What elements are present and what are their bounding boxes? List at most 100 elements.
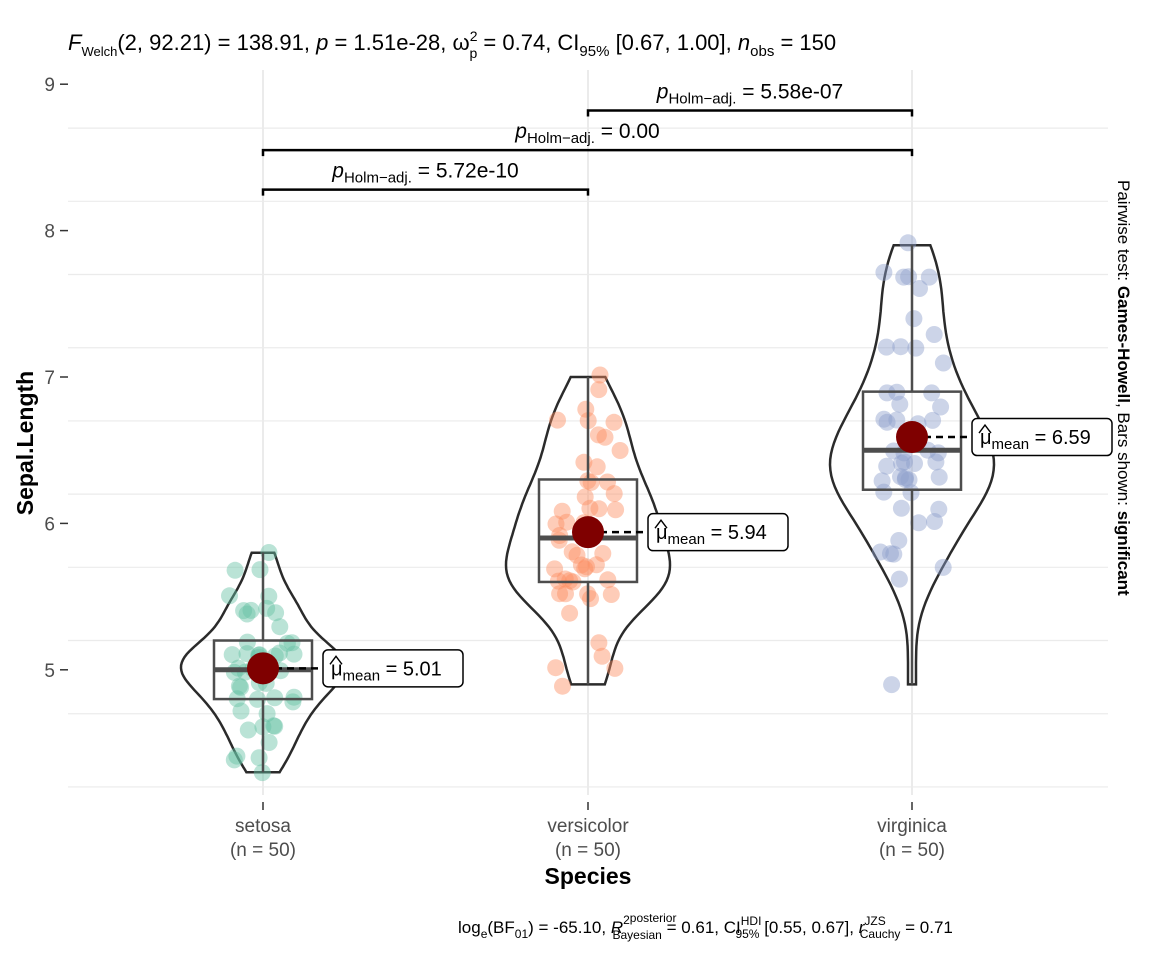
- data-point-versicolor: [553, 502, 571, 520]
- mean-label-box: [322, 649, 464, 688]
- data-point-setosa: [232, 678, 250, 696]
- data-point-versicolor: [594, 545, 612, 562]
- data-point-virginica: [892, 468, 909, 486]
- data-point-versicolor: [576, 560, 594, 578]
- data-point-versicolor: [596, 428, 614, 446]
- data-point-versicolor: [557, 585, 574, 603]
- x-axis-title: Species: [545, 863, 632, 889]
- data-point-versicolor: [599, 571, 617, 589]
- bracket-label: pHolm−adj. = 5.58e-07: [656, 81, 843, 108]
- data-point-versicolor: [568, 546, 586, 564]
- data-point-virginica: [932, 398, 950, 416]
- data-point-setosa: [221, 587, 238, 605]
- data-point-virginica: [910, 514, 928, 532]
- data-point-setosa: [265, 717, 283, 735]
- violin-setosa: [179, 551, 347, 774]
- data-point-virginica: [875, 410, 893, 428]
- data-point-virginica: [891, 395, 909, 413]
- y-tick-label: 6: [44, 514, 55, 535]
- data-point-versicolor: [588, 458, 606, 476]
- data-point-virginica: [885, 545, 903, 563]
- violin-versicolor: [504, 375, 672, 686]
- chart-title: FWelch(2, 92.21) = 138.91, p = 1.51e-28,…: [68, 28, 836, 61]
- data-point-versicolor: [546, 560, 564, 578]
- x-tick-label: versicolor: [547, 816, 629, 837]
- data-point-versicolor: [577, 400, 595, 418]
- data-point-versicolor: [572, 556, 590, 574]
- data-point-setosa: [223, 646, 241, 664]
- data-point-setosa: [260, 734, 278, 751]
- data-point-versicolor: [582, 473, 600, 491]
- omega-symbol: ω: [453, 30, 470, 55]
- data-point-versicolor: [582, 590, 599, 608]
- data-point-setosa: [260, 587, 278, 605]
- data-point-virginica: [875, 263, 893, 281]
- data-point-virginica: [888, 411, 906, 429]
- data-point-virginica: [929, 444, 947, 462]
- data-point-setosa: [239, 721, 257, 739]
- data-point-virginica: [926, 513, 943, 530]
- data-point-setosa: [230, 677, 248, 695]
- data-point-versicolor: [587, 556, 605, 574]
- data-point-versicolor: [590, 500, 608, 518]
- data-point-versicolor: [591, 366, 609, 384]
- y-tick-label: 8: [44, 222, 55, 243]
- y-tick-label: 9: [44, 75, 55, 96]
- data-point-virginica: [924, 411, 942, 429]
- data-point-versicolor: [605, 413, 623, 431]
- data-point-virginica: [897, 469, 914, 487]
- data-point-virginica: [878, 413, 896, 431]
- mean-hat: [329, 655, 343, 665]
- x-tick-n-label: (n = 50): [555, 840, 621, 861]
- data-point-virginica: [923, 384, 941, 402]
- mean-label: μmean = 6.59: [980, 427, 1091, 453]
- data-point-virginica: [878, 384, 896, 402]
- data-point-versicolor: [606, 659, 624, 677]
- x-tick-label: virginica: [877, 816, 947, 837]
- mean-label: μmean = 5.01: [331, 658, 442, 684]
- data-point-virginica: [930, 500, 948, 518]
- data-point-virginica: [900, 471, 918, 489]
- data-point-virginica: [892, 499, 910, 517]
- data-point-setosa: [266, 689, 284, 707]
- data-point-virginica: [900, 268, 918, 286]
- data-point-versicolor: [551, 585, 569, 603]
- data-point-virginica: [893, 454, 910, 472]
- data-point-virginica: [896, 453, 913, 471]
- chart-caption-bayes: loge(BF01) = -65.10, R2posterior Bayesian…: [458, 911, 953, 942]
- box-versicolor: [537, 478, 639, 584]
- data-point-virginica: [907, 339, 925, 357]
- data-point-virginica: [930, 468, 948, 486]
- y-tick-label: 7: [44, 368, 55, 389]
- data-point-versicolor: [556, 570, 574, 588]
- data-point-versicolor: [561, 604, 579, 622]
- box-virginica: [861, 390, 963, 491]
- data-point-setosa: [285, 645, 303, 663]
- data-point-setosa: [228, 747, 246, 765]
- data-point-versicolor: [575, 453, 593, 471]
- data-point-versicolor: [611, 442, 629, 459]
- data-point-virginica: [905, 310, 923, 328]
- data-point-versicolor: [561, 572, 579, 590]
- data-point-virginica: [906, 455, 923, 472]
- data-point-versicolor: [563, 543, 581, 561]
- mean-hat: [978, 423, 992, 434]
- data-point-versicolor: [558, 513, 576, 531]
- data-point-setosa: [266, 717, 284, 735]
- data-point-versicolor: [549, 411, 566, 429]
- data-point-virginica: [877, 338, 895, 356]
- mean-point-virginica: [896, 421, 928, 454]
- data-point-virginica: [878, 457, 896, 475]
- data-point-virginica: [883, 676, 901, 694]
- data-point-setosa: [271, 618, 289, 636]
- data-point-virginica: [882, 545, 899, 563]
- data-point-setosa: [253, 764, 271, 782]
- data-point-versicolor: [590, 381, 608, 399]
- mean-label: μmean = 5.94: [656, 522, 767, 548]
- data-point-virginica: [890, 532, 908, 549]
- data-point-virginica: [896, 471, 914, 488]
- data-point-virginica: [899, 234, 917, 252]
- data-point-versicolor: [578, 558, 595, 576]
- data-point-setosa: [235, 602, 253, 620]
